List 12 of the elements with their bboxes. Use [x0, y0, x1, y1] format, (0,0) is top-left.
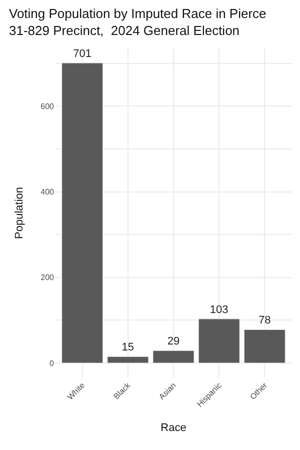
data-label: 15	[122, 342, 134, 354]
x-axis-title: Race	[160, 422, 186, 434]
data-label: 29	[167, 336, 180, 348]
y-tick-label: 0	[50, 358, 55, 368]
chart-title: Voting Population by Imputed Race in Pierce 31-829 Precinct, 2024 General Election	[9, 6, 266, 38]
y-axis-title: Population	[13, 187, 26, 239]
data-label: 103	[210, 304, 228, 316]
y-tick-label: 400	[40, 188, 55, 197]
y-tick-label: 200	[40, 273, 55, 282]
data-label: 701	[73, 48, 92, 60]
data-label: 78	[258, 314, 271, 327]
y-tick-label: 600	[40, 102, 55, 112]
